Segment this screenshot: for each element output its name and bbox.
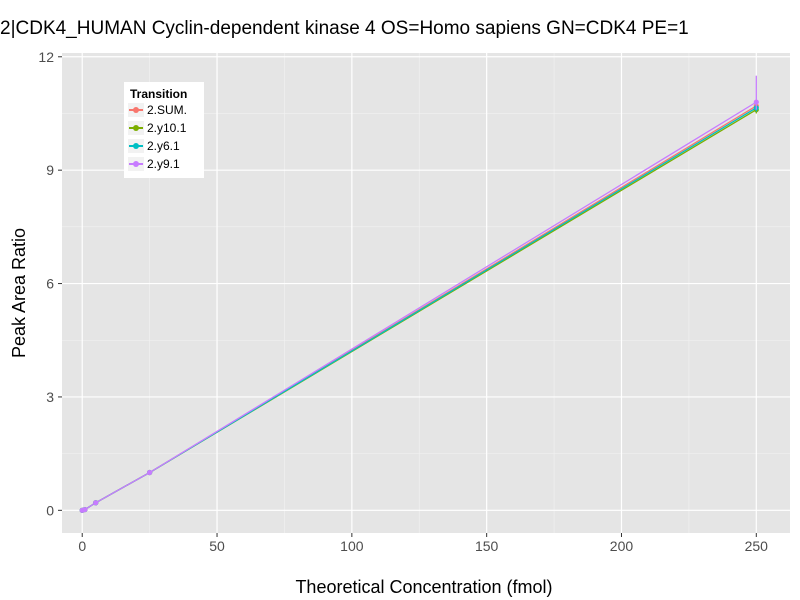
legend-key-point	[133, 107, 139, 113]
series-2.y9.1	[79, 75, 759, 513]
data-point	[147, 469, 153, 476]
data-point	[753, 99, 759, 105]
legend-label: 2.y9.1	[147, 157, 180, 171]
legend-key-point	[133, 125, 139, 131]
x-axis-title: Theoretical Concentration (fmol)	[295, 577, 552, 597]
legend-title: Transition	[130, 87, 188, 101]
y-axis-title: Peak Area Ratio	[9, 228, 29, 358]
legend-key	[128, 121, 144, 135]
y-axis: 0 3 6 9 12	[38, 49, 62, 518]
x-tick-label: 50	[209, 538, 225, 554]
y-tick-label: 6	[46, 276, 54, 292]
legend-label: 2.SUM.	[147, 103, 188, 117]
series-layer	[79, 75, 759, 513]
legend-key-point	[133, 143, 139, 149]
legend-label: 2.y6.1	[147, 139, 180, 153]
x-tick-label: 100	[340, 538, 364, 554]
y-tick-label: 3	[46, 389, 54, 405]
x-tick-label: 150	[475, 538, 499, 554]
x-tick-label: 0	[78, 538, 86, 554]
legend-item: 2.y10.1	[128, 120, 204, 136]
legend-item: 2.y9.1	[128, 156, 204, 172]
legend-key-point	[133, 161, 139, 167]
y-tick-label: 9	[46, 162, 54, 178]
y-tick-label: 0	[46, 502, 54, 518]
legend-key	[128, 139, 144, 153]
x-axis: 0 50 100 150 200 250	[78, 533, 768, 554]
x-tick-label: 200	[610, 538, 634, 554]
legend-item: 2.SUM.	[128, 102, 204, 118]
x-tick-label: 250	[745, 538, 769, 554]
legend-key	[128, 103, 144, 117]
legend-item: 2.y6.1	[128, 138, 204, 154]
legend-label: 2.y10.1	[147, 121, 187, 135]
chart-title: 2|CDK4_HUMAN Cyclin-dependent kinase 4 O…	[0, 18, 689, 39]
data-point	[82, 506, 88, 513]
legend-key	[128, 157, 144, 171]
legend: Transition 2.SUM. 2.y10.1 2.y6.1 2.y9.1	[124, 82, 204, 178]
data-point	[93, 500, 99, 506]
y-tick-label: 12	[38, 49, 54, 65]
